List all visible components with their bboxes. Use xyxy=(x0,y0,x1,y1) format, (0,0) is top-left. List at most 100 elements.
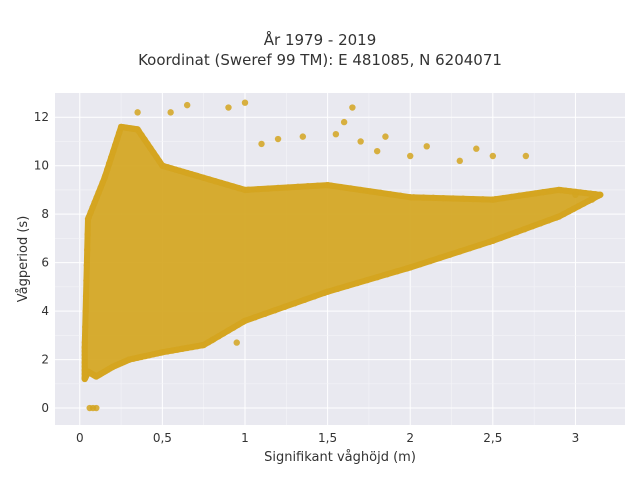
data-point xyxy=(373,273,381,281)
data-point xyxy=(537,220,544,227)
y-tick-label: 2 xyxy=(41,353,49,367)
data-point xyxy=(416,261,424,268)
data-point xyxy=(497,234,504,242)
data-point xyxy=(567,188,574,195)
data-point xyxy=(334,285,341,293)
data-point xyxy=(522,152,530,160)
data-point xyxy=(562,187,569,194)
data-point xyxy=(505,231,512,239)
data-point xyxy=(93,194,100,201)
data-point xyxy=(93,404,100,412)
data-point xyxy=(84,246,91,254)
data-point xyxy=(258,140,265,148)
x-tick-label: 3 xyxy=(572,431,580,445)
data-point xyxy=(357,138,364,145)
data-point xyxy=(446,251,454,258)
data-point xyxy=(367,188,374,195)
data-point xyxy=(466,245,473,252)
y-axis-title: Vågperiod (s) xyxy=(16,216,31,303)
data-point xyxy=(407,264,414,271)
y-tick-label: 4 xyxy=(41,304,49,318)
data-point xyxy=(241,186,249,194)
data-point xyxy=(440,194,447,202)
data-point xyxy=(565,208,573,215)
data-point xyxy=(264,185,272,192)
x-axis-ticks: 0 0,5 1 1,5 2 2,5 3 xyxy=(76,431,579,445)
data-point xyxy=(134,109,141,116)
data-point xyxy=(241,317,249,324)
data-point xyxy=(489,152,497,160)
data-point xyxy=(423,143,430,150)
data-point xyxy=(314,182,321,189)
data-point xyxy=(407,194,414,201)
data-point xyxy=(324,288,331,295)
data-point xyxy=(104,166,111,173)
data-point xyxy=(206,176,213,183)
x-tick-label: 1 xyxy=(241,431,249,445)
data-point xyxy=(291,300,298,307)
data-point xyxy=(426,257,434,265)
data-point xyxy=(580,200,587,207)
x-tick-label: 2 xyxy=(406,431,414,445)
data-point xyxy=(508,193,515,201)
data-point xyxy=(473,145,480,152)
data-point xyxy=(84,215,92,223)
data-point xyxy=(179,345,186,353)
data-point xyxy=(164,348,171,355)
data-point xyxy=(225,327,232,334)
data-point xyxy=(377,189,384,197)
data-point xyxy=(82,308,89,315)
data-point xyxy=(420,194,427,201)
y-tick-label: 0 xyxy=(41,401,49,415)
data-point xyxy=(274,135,282,143)
data-point xyxy=(523,191,531,198)
data-point xyxy=(200,341,207,349)
y-tick-label: 12 xyxy=(34,110,49,124)
x-tick-label: 0 xyxy=(76,431,84,445)
data-point xyxy=(516,192,523,199)
data-point xyxy=(531,190,539,197)
chart-title: År 1979 - 2019 xyxy=(263,31,377,49)
data-point xyxy=(261,310,269,318)
data-point xyxy=(489,237,497,245)
data-point xyxy=(354,279,361,287)
y-tick-label: 10 xyxy=(34,159,49,173)
data-point xyxy=(169,347,176,354)
data-point xyxy=(235,321,242,328)
data-point xyxy=(347,185,354,192)
data-point xyxy=(83,262,91,269)
data-point xyxy=(539,189,547,196)
data-point xyxy=(332,130,340,138)
data-point xyxy=(87,209,94,216)
data-point xyxy=(212,178,219,185)
data-point xyxy=(299,133,307,140)
data-point xyxy=(115,129,123,137)
data-point xyxy=(407,152,414,160)
data-point xyxy=(95,189,102,196)
data-point xyxy=(521,225,528,233)
data-point xyxy=(357,186,364,194)
data-point xyxy=(89,204,96,211)
data-point xyxy=(373,147,381,155)
data-point xyxy=(97,184,104,191)
data-point xyxy=(183,344,191,352)
data-point xyxy=(251,314,259,321)
data-point xyxy=(449,195,457,202)
data-point xyxy=(337,183,345,191)
data-point xyxy=(107,154,115,161)
data-point xyxy=(294,183,302,191)
data-point xyxy=(82,323,89,331)
data-point xyxy=(529,223,536,230)
data-point xyxy=(500,194,507,202)
data-point xyxy=(393,268,401,275)
chart-subtitle: Koordinat (Sweref 99 TM): E 481085, N 62… xyxy=(138,51,502,69)
data-point xyxy=(304,183,311,190)
data-point xyxy=(233,339,240,346)
x-axis-title: Signifikant våghöjd (m) xyxy=(264,450,416,465)
data-point xyxy=(430,194,437,202)
data-point xyxy=(387,191,394,198)
data-point xyxy=(81,339,89,346)
data-point xyxy=(344,282,351,290)
data-point xyxy=(215,333,222,340)
